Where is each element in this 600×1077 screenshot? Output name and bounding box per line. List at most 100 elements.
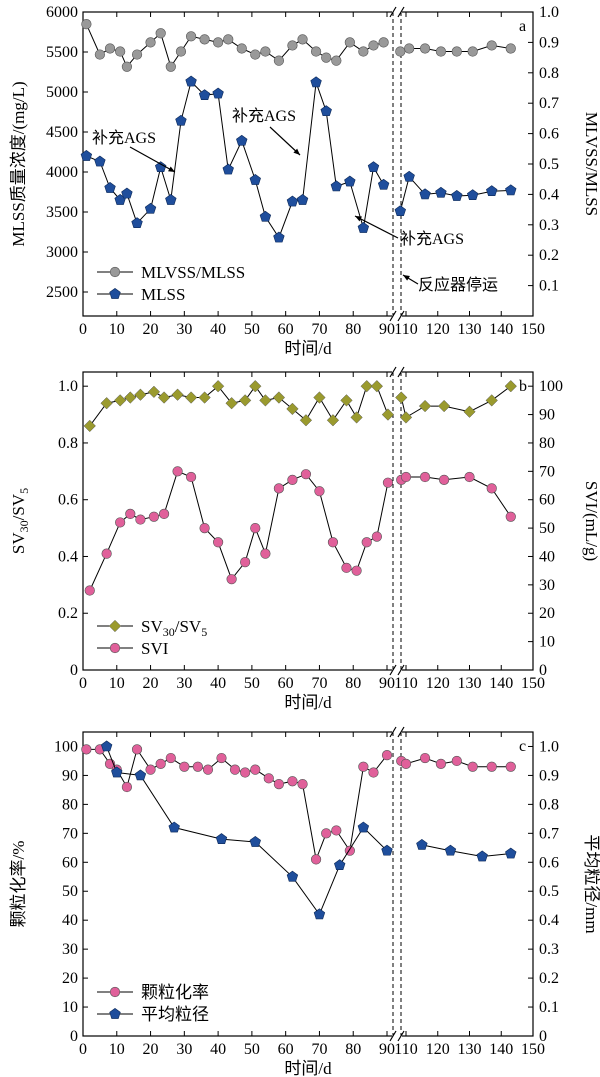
data-point	[213, 537, 224, 548]
data-point	[148, 511, 160, 522]
data-point	[505, 847, 517, 859]
data-point	[451, 190, 463, 201]
data-point	[341, 562, 352, 573]
data-point	[175, 46, 187, 57]
panel-letter: c	[519, 738, 526, 755]
x-tick-label: 110	[394, 675, 417, 692]
data-point	[296, 194, 309, 205]
x-tick-label: 80	[345, 321, 361, 338]
y-right-tick-label: 0.4	[539, 186, 559, 203]
data-point	[236, 134, 248, 146]
data-point	[464, 471, 475, 483]
data-point	[198, 391, 211, 404]
x-tick-label: 50	[244, 675, 260, 692]
data-point	[226, 574, 237, 585]
series-0	[83, 380, 517, 433]
data-point	[357, 222, 370, 233]
y-right-tick-label: 40	[539, 548, 555, 565]
data-point	[121, 781, 133, 793]
annotation-arrow-line	[269, 126, 301, 156]
series-line	[86, 80, 385, 239]
data-point	[476, 850, 488, 862]
axis-break-slash	[389, 310, 397, 322]
data-point	[435, 186, 447, 198]
data-point	[377, 178, 390, 190]
data-point	[104, 43, 116, 54]
data-point	[250, 764, 261, 775]
y-left-axis-title: SV30/SV5	[9, 488, 31, 554]
data-point	[451, 46, 462, 57]
data-point	[286, 195, 299, 207]
x-tick-label: 0	[79, 321, 87, 338]
data-point	[134, 769, 147, 781]
data-point	[135, 514, 146, 525]
y-right-tick-label: 0	[539, 1028, 547, 1045]
x-tick-label: 150	[521, 321, 545, 338]
data-point	[212, 87, 224, 99]
y-right-tick-label: 0.8	[539, 65, 559, 82]
annotation-label: 补充AGS	[92, 129, 156, 147]
series-line	[89, 470, 389, 591]
data-point	[155, 161, 167, 173]
data-point	[340, 394, 353, 407]
y-right-tick-label: 0.3	[539, 941, 559, 958]
y-right-tick-label: 30	[539, 577, 555, 594]
x-tick-label: 0	[79, 1041, 87, 1058]
data-point	[326, 414, 340, 427]
data-point	[416, 838, 428, 850]
axis-break-slash	[397, 726, 405, 738]
data-point	[273, 779, 285, 790]
data-point	[145, 764, 156, 775]
data-point	[367, 161, 380, 173]
y-right-tick-label: 0.6	[539, 126, 559, 143]
y-right-tick-label: 0.7	[539, 95, 559, 112]
data-point	[435, 758, 447, 769]
data-point	[185, 31, 197, 42]
data-point	[486, 483, 497, 494]
annotation-arrow-line	[354, 215, 399, 239]
x-tick-label: 80	[345, 1041, 361, 1058]
x-tick-label: 30	[176, 321, 192, 338]
data-point	[371, 531, 382, 542]
axis-break-slash	[397, 6, 405, 18]
data-point	[81, 19, 92, 30]
y-right-tick-label: 10	[539, 634, 555, 651]
series-0	[81, 19, 516, 72]
data-point	[297, 34, 308, 45]
y-left-tick-label: 4000	[46, 164, 78, 181]
data-point	[115, 517, 126, 528]
y-left-tick-label: 10	[62, 999, 78, 1016]
y-left-tick-label: 0.6	[58, 492, 78, 509]
y-right-tick-label: 0.7	[539, 825, 559, 842]
x-tick-label: 20	[143, 321, 159, 338]
series-line	[421, 844, 511, 858]
data-point	[395, 46, 406, 57]
data-point	[313, 391, 326, 404]
data-point	[250, 49, 261, 60]
data-point	[131, 217, 143, 229]
data-point	[263, 773, 274, 784]
axis-break-slash	[389, 664, 397, 676]
data-point	[505, 184, 517, 196]
y-left-axis-title: MLSS质量浓度/(mg/L)	[9, 81, 28, 246]
data-point	[310, 854, 322, 865]
legend-label: SV30/SV5	[141, 617, 207, 639]
data-point	[320, 105, 332, 117]
axis-break-gap	[392, 370, 402, 672]
y-right-tick-label: 0.2	[539, 970, 559, 987]
data-point	[179, 761, 190, 772]
data-point	[358, 46, 369, 57]
data-point	[485, 394, 498, 407]
y-right-tick-label: 0.9	[539, 767, 559, 784]
data-point	[399, 411, 413, 424]
data-point	[121, 61, 133, 72]
x-tick-label: 70	[311, 321, 327, 338]
data-point	[486, 761, 497, 772]
x-tick-label: 30	[176, 675, 192, 692]
data-point	[273, 231, 285, 243]
x-tick-label: 120	[426, 1041, 450, 1058]
